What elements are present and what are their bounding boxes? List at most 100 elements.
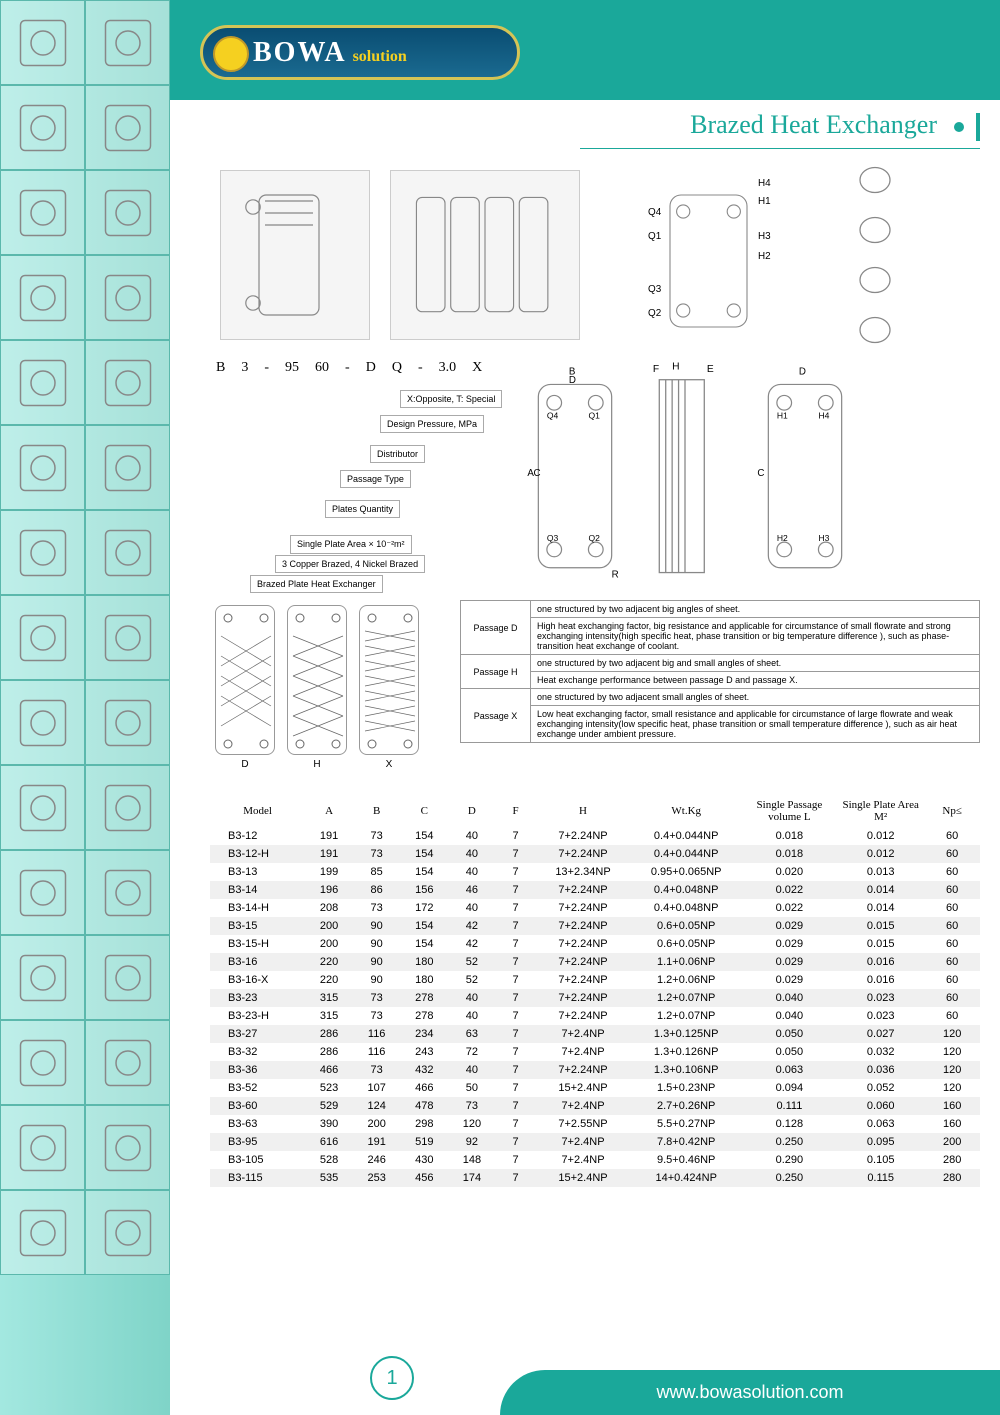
spec-cell: 0.023 [837,1007,924,1025]
sidebar-thumb [0,425,85,510]
sidebar-thumb [85,595,170,680]
spec-header: A [305,795,353,827]
spec-cell: 456 [400,1169,448,1187]
breakdown-plates: Plates Quantity [325,500,400,518]
spec-cell: 0.029 [742,971,837,989]
spec-cell: 86 [353,881,401,899]
svg-text:H1: H1 [758,195,771,206]
spec-cell: 280 [924,1151,980,1169]
spec-cell: 220 [305,971,353,989]
spec-cell: B3-63 [210,1115,305,1133]
spec-cell: 7+2.24NP [535,989,630,1007]
spec-cell: B3-12-H [210,845,305,863]
spec-cell: B3-52 [210,1079,305,1097]
spec-cell: 40 [448,1007,496,1025]
spec-cell: 0.4+0.048NP [631,881,742,899]
spec-cell: 7 [496,1151,536,1169]
spec-cell: 191 [305,827,353,845]
spec-cell: 7+2.24NP [535,971,630,989]
spec-cell: 60 [924,989,980,1007]
sidebar-thumb [85,680,170,765]
logo-badge: BOWAsolution [200,25,520,80]
spec-cell: 0.6+0.05NP [631,917,742,935]
sidebar-thumb [85,1190,170,1275]
header-bar: BOWAsolution [170,0,1000,100]
spec-cell: 1.1+0.06NP [631,953,742,971]
spec-row: B3-5252310746650715+2.4NP1.5+0.23NP0.094… [210,1079,980,1097]
spec-cell: 154 [400,917,448,935]
spec-cell: 73 [353,1061,401,1079]
spec-cell: B3-32 [210,1043,305,1061]
spec-cell: 0.063 [742,1061,837,1079]
sidebar-thumb [85,765,170,850]
spec-cell: 90 [353,917,401,935]
spec-row: B3-10552824643014877+2.4NP9.5+0.46NP0.29… [210,1151,980,1169]
spec-cell: 120 [924,1079,980,1097]
spec-cell: B3-14-H [210,899,305,917]
spec-cell: 90 [353,971,401,989]
sidebar-thumb [0,85,85,170]
spec-cell: 191 [305,845,353,863]
svg-text:D: D [799,367,806,378]
sidebar-thumb [85,340,170,425]
spec-cell: 0.029 [742,953,837,971]
sidebar-thumb [0,1190,85,1275]
spec-cell: 243 [400,1043,448,1061]
spec-cell: 1.2+0.07NP [631,1007,742,1025]
sidebar-thumb [0,850,85,935]
spec-cell: 0.063 [837,1115,924,1133]
dimension-front: Q4Q1Q3Q2BDACR [520,370,630,570]
spec-row: B3-15-H200901544277+2.24NP0.6+0.05NP0.02… [210,935,980,953]
spec-cell: 73 [353,827,401,845]
spec-cell: 13+2.34NP [535,863,630,881]
main-content: BOWAsolution Brazed Heat Exchanger Q4Q1 … [170,0,1000,1415]
spec-row: B3-6339020029812077+2.55NP5.5+0.27NP0.12… [210,1115,980,1133]
spec-cell: 390 [305,1115,353,1133]
spec-cell: 0.290 [742,1151,837,1169]
title-text: Brazed Heat Exchanger [690,110,937,139]
spec-cell: 0.6+0.05NP [631,935,742,953]
spec-cell: 0.105 [837,1151,924,1169]
passage-x-body: Low heat exchanging factor, small resist… [531,706,980,743]
spec-cell: 0.050 [742,1025,837,1043]
passage-x-label: Passage X [461,689,531,743]
spec-cell: 0.014 [837,881,924,899]
spec-cell: 60 [924,845,980,863]
spec-cell: 0.052 [837,1079,924,1097]
spec-cell: 0.016 [837,953,924,971]
spec-cell: 40 [448,845,496,863]
spec-cell: 278 [400,1007,448,1025]
title-underline [580,148,980,149]
svg-text:H4: H4 [758,178,771,189]
sidebar-thumb [0,765,85,850]
passage-table: Passage D one structured by two adjacent… [460,600,980,743]
pattern-h: H [287,605,347,770]
sidebar-thumb [0,680,85,765]
spec-cell: 200 [305,917,353,935]
spec-cell: 5.5+0.27NP [631,1115,742,1133]
spec-cell: 432 [400,1061,448,1079]
breakdown-pressure: Design Pressure, MPa [380,415,484,433]
spec-cell: 50 [448,1079,496,1097]
spec-cell: 1.2+0.07NP [631,989,742,1007]
sidebar-thumb [0,1020,85,1105]
spec-cell: 2.7+0.26NP [631,1097,742,1115]
spec-cell: 7 [496,1061,536,1079]
spec-cell: 0.012 [837,827,924,845]
spec-row: B3-322861162437277+2.4NP1.3+0.126NP0.050… [210,1043,980,1061]
sidebar-thumb [85,510,170,595]
spec-cell: 0.029 [742,917,837,935]
spec-cell: 1.3+0.126NP [631,1043,742,1061]
spec-cell: 0.040 [742,989,837,1007]
spec-cell: 7+2.4NP [535,1025,630,1043]
spec-cell: B3-23-H [210,1007,305,1025]
spec-cell: 0.023 [837,989,924,1007]
spec-cell: 154 [400,845,448,863]
spec-cell: 40 [448,863,496,881]
svg-text:Q3: Q3 [547,533,559,543]
spec-cell: 60 [924,899,980,917]
spec-cell: 7.8+0.42NP [631,1133,742,1151]
spec-cell: 154 [400,935,448,953]
spec-cell: 7 [496,971,536,989]
svg-text:H2: H2 [777,533,788,543]
